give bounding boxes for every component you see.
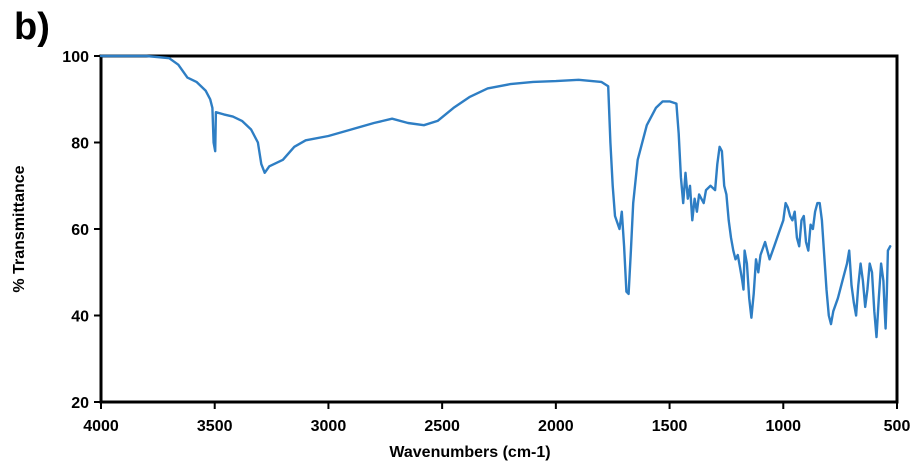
- panel-label: b): [14, 6, 50, 48]
- x-axis-title: Wavenumbers (cm-1): [389, 444, 550, 461]
- spectrum-series-line: [99, 54, 892, 339]
- tick-labels: 4000 3500 3000 2500 2000 1500 1000 500 20 40 60 80 1…: [62, 49, 910, 435]
- y-tick-label: 60: [71, 222, 89, 239]
- x-tick-label: 3500: [197, 418, 233, 435]
- y-tick-label: 20: [71, 395, 89, 412]
- y-axis-title: % Transmittance: [11, 165, 28, 292]
- x-tick-label: 4000: [83, 418, 119, 435]
- y-tick-label: 80: [71, 136, 89, 153]
- x-tick-label: 3000: [311, 418, 347, 435]
- y-tick-label: 40: [71, 309, 89, 326]
- x-tick-label: 2500: [424, 418, 460, 435]
- x-tick-label: 2000: [538, 418, 574, 435]
- x-tick-label: 500: [884, 418, 911, 435]
- plot-frame: [99, 54, 899, 404]
- tick-marks: [94, 55, 898, 409]
- y-tick-label: 100: [62, 49, 89, 66]
- x-tick-label: 1500: [652, 418, 688, 435]
- x-tick-label: 1000: [765, 418, 801, 435]
